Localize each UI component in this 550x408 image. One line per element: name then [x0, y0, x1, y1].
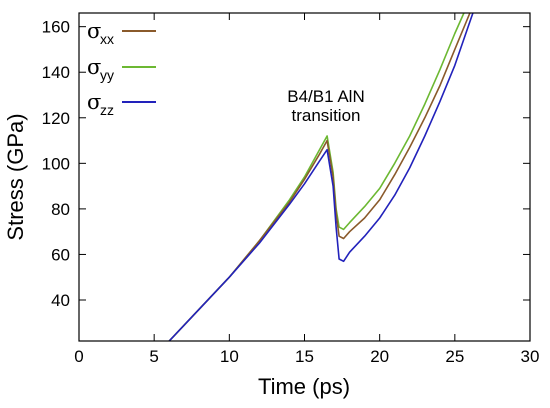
series-line-yy	[168, 13, 465, 341]
x-tick-label: 5	[149, 347, 158, 366]
x-tick-label: 20	[370, 347, 389, 366]
y-tick-label: 140	[42, 63, 70, 82]
tick-labels: 0 5 10 15 20 25 30 40 60 80 100 120 140 160	[42, 18, 540, 366]
series-line-zz	[168, 13, 474, 341]
y-tick-label: 40	[51, 291, 70, 310]
annotation-line-1: B4/B1 AlN	[287, 87, 365, 106]
legend-subscript: xx	[100, 31, 114, 47]
series-line-xx	[168, 13, 471, 341]
plot-frame	[78, 12, 531, 342]
y-tick-label: 60	[51, 245, 70, 264]
legend-symbol: σ	[87, 19, 101, 43]
x-tick-label: 25	[445, 347, 464, 366]
x-tick-label: 10	[220, 347, 239, 366]
y-tick-label: 120	[42, 109, 70, 128]
y-axis-title: Stress (GPa)	[3, 113, 28, 240]
legend-subscript: zz	[100, 102, 114, 118]
x-tick-label: 0	[74, 347, 83, 366]
legend-symbol: σ	[87, 90, 101, 114]
x-axis-title: Time (ps)	[258, 374, 350, 399]
y-tick-label: 160	[42, 18, 70, 37]
series-lines	[168, 13, 474, 341]
annotation-line-2: transition	[292, 106, 361, 125]
x-tick-label: 15	[295, 347, 314, 366]
legend-symbol: σ	[87, 55, 101, 79]
y-tick-label: 80	[51, 200, 70, 219]
x-tick-label: 30	[521, 347, 540, 366]
y-tick-label: 100	[42, 154, 70, 173]
legend-subscript: yy	[100, 67, 114, 83]
